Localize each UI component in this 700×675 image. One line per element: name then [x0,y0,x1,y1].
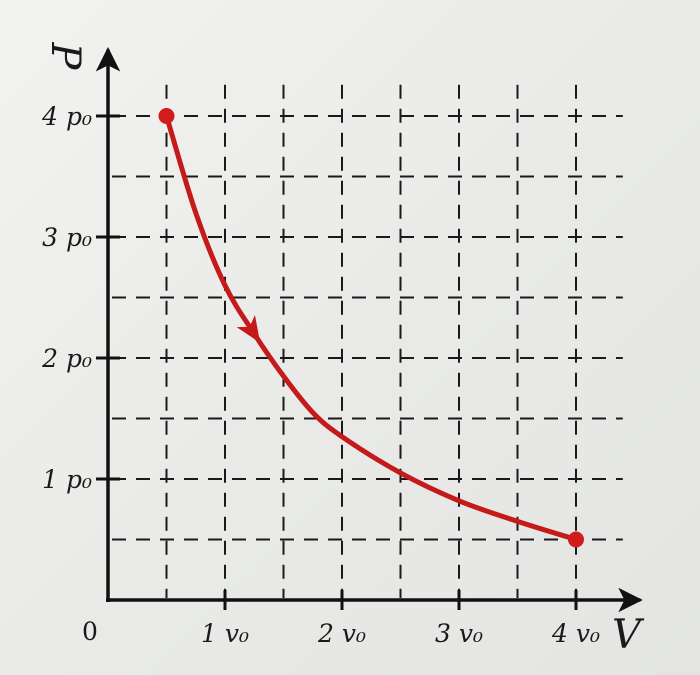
direction-arrow [236,314,261,343]
grid [112,84,623,598]
y-tick-label: 1 p₀ [42,465,92,494]
x-tick-label: 3 v₀ [435,619,483,648]
y-tick-label: 4 p₀ [41,102,92,131]
end-point [568,531,584,548]
x-tick-label: 4 v₀ [551,619,600,648]
axes: V P 0 [42,42,645,658]
y-tick-label: 3 p₀ [42,223,92,252]
process-curve [164,113,579,542]
series [158,108,584,548]
origin-label: 0 [82,617,98,646]
x-axis-label: V [612,612,645,658]
start-point [158,108,175,124]
y-tick-label: 2 p₀ [41,344,92,373]
ticks: 1 v₀ 2 v₀ 3 v₀ 4 v₀ 1 p₀ 2 p₀ 3 p₀ 4 p₀ [41,102,600,648]
x-tick-label: 2 v₀ [317,619,366,648]
y-axis-label: P [42,42,88,71]
x-tick-label: 1 v₀ [201,619,249,648]
